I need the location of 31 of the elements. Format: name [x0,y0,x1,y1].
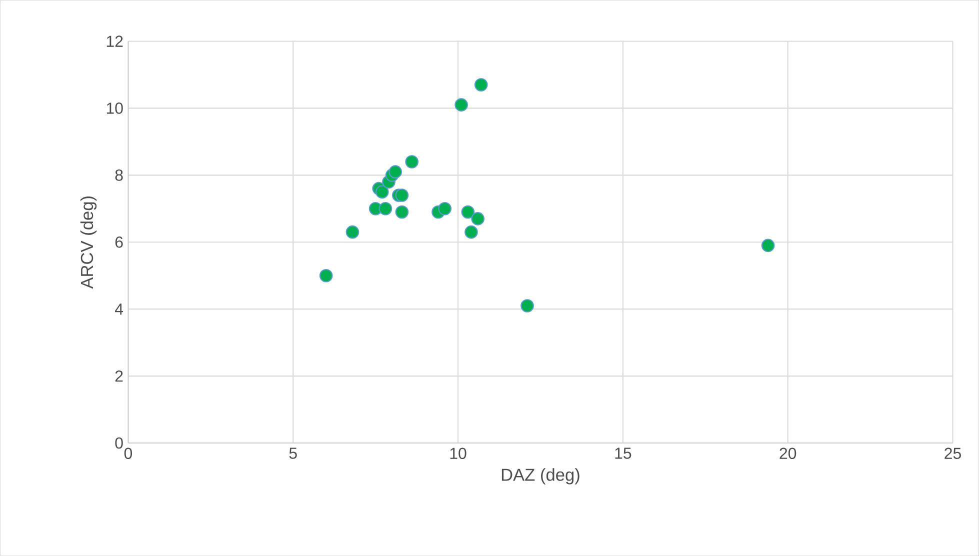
point [388,165,402,178]
point [346,225,360,239]
point [471,212,484,226]
y-tick-label: 6 [115,236,123,248]
x-tick-label: 25 [944,448,961,459]
x-tick-label: 10 [450,448,466,459]
y-tick-label: 4 [114,303,124,314]
y-tick-label: 0 [115,437,123,449]
y-tick-label: 12 [106,36,123,47]
x-tick-label: 0 [124,448,132,459]
x-tick-label: 15 [615,448,632,459]
point [405,154,419,168]
point [395,188,409,202]
x-tick-label: 20 [780,448,796,459]
point [319,268,333,282]
point [520,298,534,312]
point [474,78,488,92]
y-tick-label: 8 [115,169,123,181]
point [461,205,475,219]
point [378,202,392,216]
point [395,205,409,219]
point [438,202,452,216]
point [761,238,775,252]
y-tick-label: 10 [106,102,123,114]
point [454,98,468,112]
y-axis-title: ARCV (deg) [80,196,97,289]
x-tick-label: 5 [289,448,297,459]
x-axis-title: DAZ (deg) [502,468,580,484]
point [464,225,478,239]
point [375,185,389,198]
y-tick-label: 2 [115,370,123,382]
